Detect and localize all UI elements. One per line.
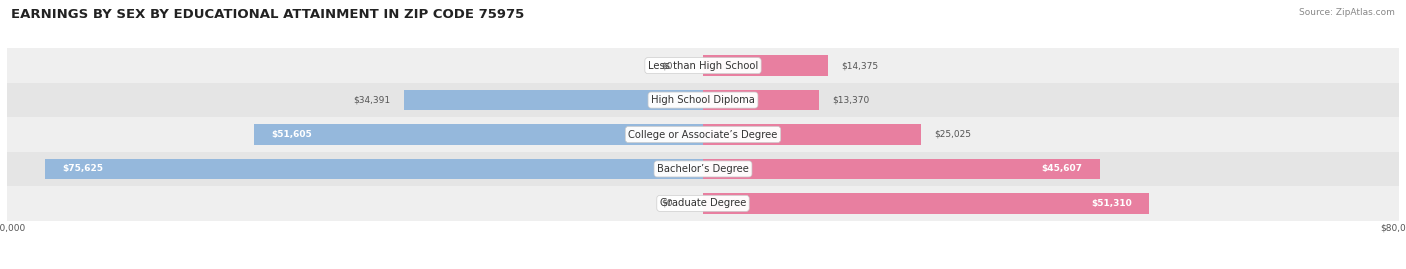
Text: $13,370: $13,370	[832, 95, 870, 105]
Bar	[7, 48, 1399, 83]
Text: Graduate Degree: Graduate Degree	[659, 198, 747, 208]
Bar	[7, 152, 1399, 186]
Text: $45,607: $45,607	[1042, 164, 1083, 174]
Text: $25,025: $25,025	[934, 130, 970, 139]
Text: $0: $0	[661, 199, 672, 208]
Bar	[254, 124, 703, 145]
Bar	[7, 186, 1399, 221]
Bar	[703, 124, 921, 145]
Text: $0: $0	[661, 61, 672, 70]
Text: $34,391: $34,391	[354, 95, 391, 105]
Bar	[45, 159, 703, 179]
Bar	[7, 117, 1399, 152]
Bar	[703, 55, 828, 76]
Text: $14,375: $14,375	[841, 61, 879, 70]
Text: EARNINGS BY SEX BY EDUCATIONAL ATTAINMENT IN ZIP CODE 75975: EARNINGS BY SEX BY EDUCATIONAL ATTAINMEN…	[11, 8, 524, 21]
Text: Less than High School: Less than High School	[648, 61, 758, 71]
Text: $75,625: $75,625	[62, 164, 104, 174]
Bar	[703, 159, 1099, 179]
Text: Source: ZipAtlas.com: Source: ZipAtlas.com	[1299, 8, 1395, 17]
Bar	[7, 83, 1399, 117]
Text: $51,605: $51,605	[271, 130, 312, 139]
Bar	[404, 90, 703, 110]
Text: Bachelor’s Degree: Bachelor’s Degree	[657, 164, 749, 174]
Text: College or Associate’s Degree: College or Associate’s Degree	[628, 129, 778, 140]
Text: $51,310: $51,310	[1091, 199, 1132, 208]
Bar	[703, 90, 820, 110]
Bar	[703, 193, 1149, 214]
Text: High School Diploma: High School Diploma	[651, 95, 755, 105]
